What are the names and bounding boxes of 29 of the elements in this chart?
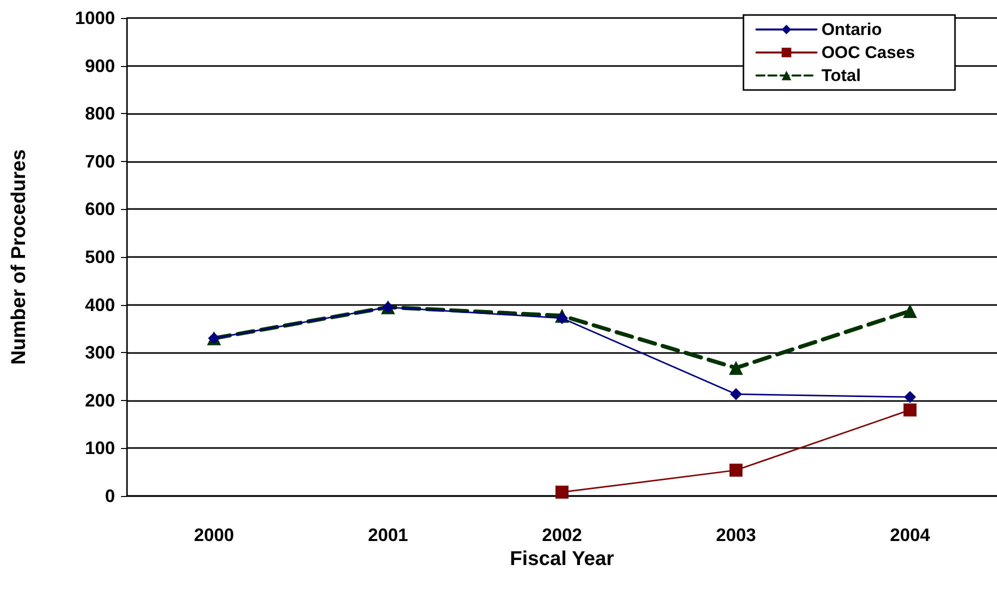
y-tick-label: 800	[84, 104, 115, 124]
y-tick-label: 100	[84, 438, 115, 458]
point	[730, 388, 742, 400]
y-tick-label: 700	[84, 151, 115, 172]
x-axis-title: Fiscal Year	[510, 548, 614, 570]
x-tick-label: 2002	[542, 525, 582, 545]
y-tick-label: 900	[84, 56, 115, 76]
x-tick-label: 2000	[194, 525, 234, 545]
point	[556, 312, 568, 324]
y-tick-label: 200	[84, 390, 115, 410]
point	[904, 403, 916, 416]
y-tick-label: 500	[84, 247, 115, 267]
x-tick-label: 2003	[716, 525, 756, 545]
point	[903, 304, 917, 318]
y-tick-label: 0	[104, 486, 115, 506]
point	[556, 486, 568, 499]
y-tick-label: 400	[84, 294, 115, 315]
legend-label: Total	[821, 66, 861, 85]
point	[729, 360, 743, 375]
y-tick-label: 600	[84, 199, 115, 220]
x-tick-label: 2001	[368, 525, 408, 545]
x-tick-label: 2004	[890, 525, 930, 545]
point	[904, 391, 916, 404]
y-axis-title: Number of Procedures	[8, 149, 30, 365]
legend-label: OOC Cases	[821, 43, 916, 62]
legend-label: Ontario	[821, 20, 882, 39]
y-tick-label: 1000	[74, 8, 115, 28]
point	[730, 464, 742, 477]
y-tick-label: 300	[84, 342, 115, 363]
